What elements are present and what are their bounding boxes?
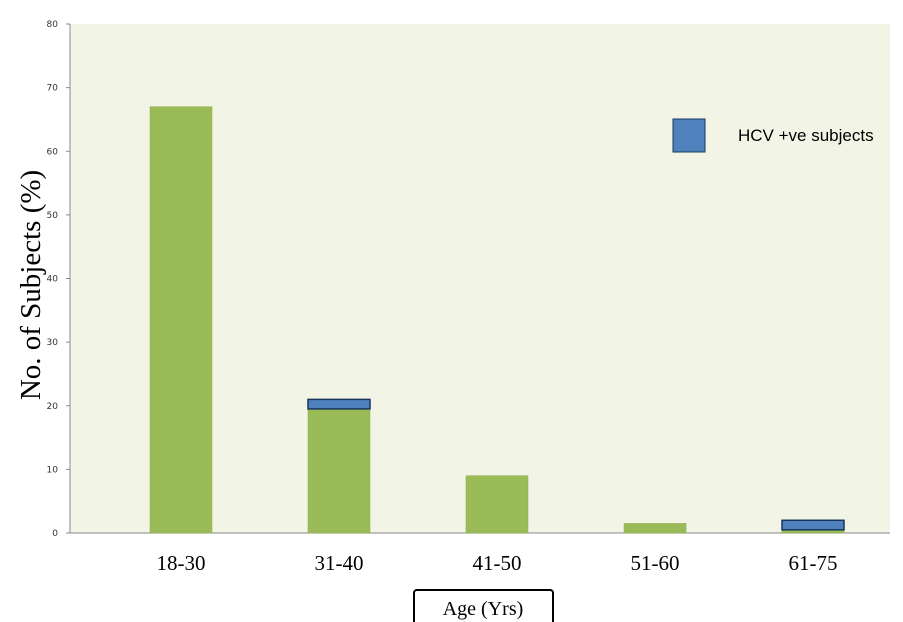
- y-tick-label: 20: [47, 402, 59, 412]
- y-tick-label: 30: [47, 338, 59, 348]
- bar-base: [307, 408, 371, 534]
- bar-base: [623, 523, 687, 534]
- x-axis-label-box: [413, 589, 554, 622]
- x-tick-label: 51-60: [631, 551, 680, 575]
- x-tick-label: 31-40: [315, 551, 364, 575]
- bar-base: [149, 106, 213, 534]
- y-tick-label: 60: [47, 147, 59, 157]
- bar-hcv-positive: [781, 519, 845, 531]
- x-tick-label: 41-50: [473, 551, 522, 575]
- x-tick-label: 18-30: [157, 551, 206, 575]
- legend-label-hcv: HCV +ve subjects: [738, 126, 874, 145]
- bar-base: [465, 475, 529, 534]
- y-axis-label: No. of Subjects (%): [15, 170, 47, 400]
- legend: HCV +ve subjects: [672, 118, 874, 153]
- y-tick-label: 50: [47, 211, 59, 221]
- x-axis-label: Age (Yrs): [443, 598, 524, 620]
- x-tick-label: 61-75: [789, 551, 838, 575]
- legend-swatch-hcv: [672, 118, 706, 153]
- y-tick-label: 10: [47, 465, 59, 475]
- bar-hcv-positive: [307, 398, 371, 410]
- y-tick-label: 70: [47, 84, 59, 94]
- y-tick-label: 40: [47, 275, 59, 285]
- bars: [149, 106, 845, 534]
- y-tick-label: 0: [52, 529, 58, 539]
- y-tick-labels: 0 10 20 30 40 50 60 70 80: [47, 20, 70, 539]
- x-tick-labels: 18-30 31-40 41-50 51-60 61-75: [157, 551, 838, 575]
- y-tick-label: 80: [47, 20, 59, 30]
